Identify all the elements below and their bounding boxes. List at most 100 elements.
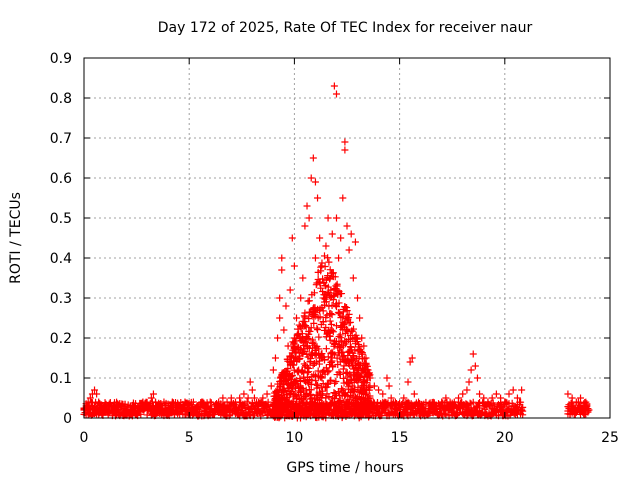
activity-cluster-point [310, 289, 318, 297]
data-point [274, 334, 282, 342]
data-point [391, 398, 399, 406]
data-point [93, 390, 101, 398]
activity-cluster-point [313, 324, 321, 332]
activity-cluster-point [302, 322, 310, 330]
data-point [501, 398, 509, 406]
activity-cluster-point [338, 290, 346, 298]
data-point [250, 394, 258, 402]
data-point [415, 398, 423, 406]
data-point [84, 398, 92, 406]
data-point [354, 294, 362, 302]
activity-cluster-point [327, 358, 335, 366]
data-point [198, 398, 206, 406]
data-point [316, 234, 324, 242]
data-point [311, 254, 319, 262]
data-point [269, 366, 277, 374]
activity-cluster-point [302, 339, 310, 347]
y-tick-label: 0 [63, 411, 72, 427]
data-point [267, 382, 275, 390]
activity-cluster-point [343, 307, 351, 315]
data-point [185, 402, 193, 410]
noise-floor-point [203, 404, 211, 412]
activity-cluster-point [339, 365, 347, 373]
data-point [484, 398, 492, 406]
data-point [168, 398, 176, 406]
activity-cluster-point [297, 325, 305, 333]
activity-cluster-point [327, 376, 335, 384]
y-tick-label: 0.4 [50, 251, 72, 267]
data-point [149, 390, 157, 398]
data-point [282, 302, 290, 310]
data-point [347, 230, 355, 238]
activity-cluster-point [337, 334, 345, 342]
data-point [572, 398, 580, 406]
data-point [91, 386, 99, 394]
noise-floor-point [264, 398, 272, 406]
data-point [189, 398, 197, 406]
activity-cluster-point [316, 279, 324, 287]
data-point [341, 146, 349, 154]
activity-cluster-point [310, 319, 318, 327]
data-point [194, 402, 202, 410]
data-point [215, 398, 223, 406]
data-point [385, 382, 393, 390]
activity-cluster-point [312, 401, 320, 409]
activity-cluster-point [324, 353, 332, 361]
activity-cluster-point [295, 355, 303, 363]
activity-cluster-point [350, 325, 358, 333]
activity-cluster-point [324, 368, 332, 376]
data-point [126, 402, 134, 410]
activity-cluster-point [336, 370, 344, 378]
activity-cluster-point [329, 328, 337, 336]
activity-cluster-point [291, 342, 299, 350]
x-axis-label: GPS time / hours [286, 460, 403, 476]
activity-cluster-point [325, 393, 333, 401]
activity-cluster-point [333, 354, 341, 362]
activity-cluster-point [322, 298, 330, 306]
x-tick-label: 10 [285, 430, 303, 446]
data-point [431, 402, 439, 410]
data-point [404, 378, 412, 386]
activity-cluster-point [320, 252, 328, 260]
data-point [280, 326, 288, 334]
data-point [471, 362, 479, 370]
data-point [290, 262, 298, 270]
activity-cluster-point [339, 374, 347, 382]
activity-cluster-point [342, 408, 350, 416]
data-point [303, 202, 311, 210]
data-point [345, 246, 353, 254]
data-point [406, 358, 414, 366]
data-point [293, 314, 301, 322]
data-point [360, 342, 368, 350]
noise-floor-point [517, 398, 525, 406]
activity-cluster-point [366, 407, 374, 415]
activity-cluster-point [324, 404, 332, 412]
data-point [95, 398, 103, 406]
data-point [497, 394, 505, 402]
activity-cluster-point [304, 335, 312, 343]
data-point [160, 398, 168, 406]
activity-cluster-point [338, 385, 346, 393]
data-point [328, 230, 336, 238]
data-point [351, 238, 359, 246]
data-point [337, 234, 345, 242]
activity-cluster-point [351, 400, 359, 408]
activity-cluster-point [336, 343, 344, 351]
activity-cluster-point [311, 312, 319, 320]
activity-cluster-point [319, 275, 327, 283]
data-point [379, 390, 387, 398]
activity-cluster-point [320, 356, 328, 364]
activity-cluster-point [332, 378, 340, 386]
data-point [276, 294, 284, 302]
data-point [301, 222, 309, 230]
data-point [86, 394, 94, 402]
y-tick-label: 0.5 [50, 211, 72, 227]
data-point [223, 398, 231, 406]
activity-cluster-point [348, 356, 356, 364]
x-tick-label: 0 [80, 430, 89, 446]
data-point [114, 406, 122, 414]
data-point [307, 174, 315, 182]
data-point [297, 294, 305, 302]
noise-floor-point [243, 398, 251, 406]
data-point [469, 350, 477, 358]
